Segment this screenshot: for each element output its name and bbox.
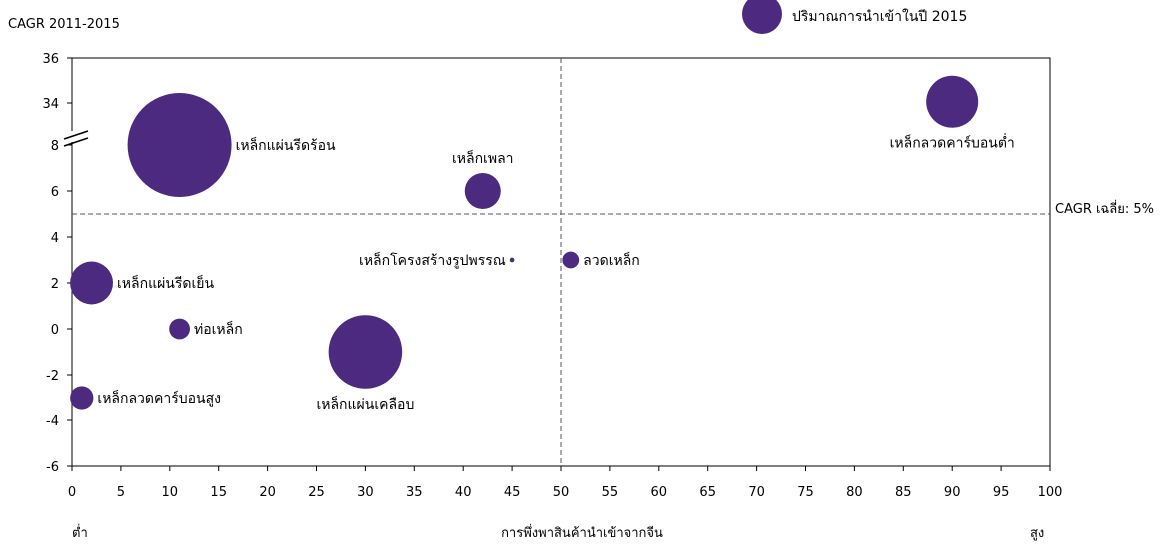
bubble-label: เหล็กโครงสร้างรูปพรรณ (359, 251, 506, 269)
y-tick-label: 36 (42, 52, 59, 67)
bubble (464, 172, 501, 210)
y-tick-label: 4 (51, 231, 59, 246)
x-tick-label: 25 (308, 485, 325, 500)
bubble-label: ลวดเหล็ก (583, 251, 640, 269)
y-tick-label: -4 (46, 414, 59, 429)
x-high-label: สูง (1030, 526, 1044, 541)
y-axis-break-mark (63, 130, 89, 147)
x-tick-label: 0 (68, 485, 76, 500)
x-tick-label: 45 (504, 485, 521, 500)
x-tick-label: 10 (162, 485, 179, 500)
legend-label: ปริมาณการนำเข้าในปี 2015 (792, 8, 967, 25)
bubble (509, 257, 515, 263)
bubble (70, 386, 94, 410)
x-low-label: ต่ำ (72, 524, 88, 541)
bubble-label: เหล็กลวดคาร์บอนสูง (97, 389, 221, 407)
y-axis-title: CAGR 2011-2015 (8, 17, 120, 32)
y-tick-label: 6 (51, 185, 59, 200)
x-tick-label: 30 (357, 485, 374, 500)
bubble-label: ท่อเหล็ก (194, 320, 243, 338)
bubble-label: เหล็กแผ่นรีดเย็น (117, 274, 214, 292)
bubble-label: เหล็กแผ่นรีดร้อน (236, 136, 336, 154)
x-tick-label: 35 (406, 485, 423, 500)
x-tick-label: 40 (455, 485, 472, 500)
x-tick-label: 100 (1038, 485, 1063, 500)
x-tick-label: 15 (210, 485, 227, 500)
x-axis-ticks: 0 5 10 15 20 25 30 35 40 45 50 55 60 65 70 75 80 85 90 95 10… (68, 466, 1063, 500)
x-tick-label: 20 (259, 485, 276, 500)
x-tick-label: 85 (895, 485, 912, 500)
x-tick-label: 5 (117, 485, 125, 500)
x-tick-label: 75 (797, 485, 814, 500)
x-tick-label: 60 (651, 485, 668, 500)
y-tick-label: 0 (51, 323, 59, 338)
x-tick-label: 80 (846, 485, 863, 500)
x-tick-label: 55 (602, 485, 619, 500)
bubble (169, 318, 190, 340)
bubble-label: เหล็กแผ่นเคลือบ (316, 395, 414, 413)
y-tick-label: 8 (51, 139, 59, 154)
bubble (926, 75, 979, 128)
bubble (328, 315, 403, 389)
x-tick-label: 70 (748, 485, 765, 500)
y-tick-label: 34 (42, 97, 59, 112)
y-tick-label: -6 (46, 460, 59, 475)
legend-bubble-swatch (742, 0, 782, 34)
bubble-labels: เหล็กแผ่นรีดร้อนเหล็กเพลาเหล็กลวดคาร์บอน… (97, 134, 1014, 413)
x-tick-label: 65 (699, 485, 716, 500)
bubble (70, 261, 114, 305)
cagr-average-label: CAGR เฉลี่ย: 5% (1055, 200, 1154, 217)
y-axis-ticks: -6 -4 -2 0 2 4 6 8 34 36 (42, 52, 72, 475)
bubble (127, 93, 232, 197)
bubble-label: เหล็กเพลา (452, 149, 514, 167)
legend: ปริมาณการนำเข้าในปี 2015 (742, 0, 967, 34)
y-tick-label: 2 (51, 277, 59, 292)
bubble-label: เหล็กลวดคาร์บอนต่ำ (890, 134, 1015, 152)
bubbles (70, 75, 979, 410)
x-axis-title: การพึ่งพาสินค้านำเข้าจากจีน (501, 524, 663, 541)
x-tick-label: 50 (553, 485, 570, 500)
y-tick-label: -2 (46, 369, 59, 384)
x-tick-label: 90 (944, 485, 961, 500)
bubble (562, 251, 580, 269)
x-tick-label: 95 (993, 485, 1010, 500)
